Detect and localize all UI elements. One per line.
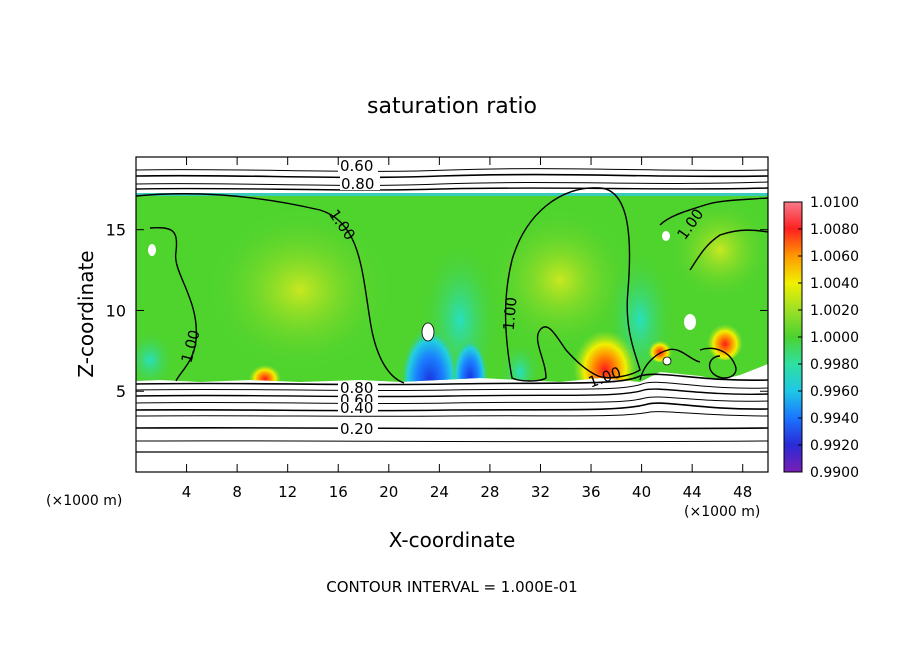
- x-tick-label-4: 4: [182, 483, 192, 501]
- x-tick-label-32: 32: [531, 483, 550, 501]
- contour-label-0.80-upper: 0.80: [341, 175, 374, 193]
- colorbar-label-6: 1.0020: [810, 303, 859, 319]
- plot-frame: [135, 156, 769, 473]
- colorbar-label-7: 1.0040: [810, 276, 859, 292]
- colorbar-label-8: 1.0060: [810, 249, 859, 265]
- contour-label-1.00-c: 1.00: [500, 296, 521, 331]
- contour-interval-footer: CONTOUR INTERVAL = 1.000E-01: [326, 578, 577, 596]
- colorbar-label-5: 1.0000: [810, 330, 859, 346]
- colorbar-label-1: 0.9920: [810, 438, 859, 454]
- x-tick-label-16: 16: [329, 483, 348, 501]
- x-tick-label-20: 20: [379, 483, 398, 501]
- y-tick-label-5: 5: [116, 382, 126, 401]
- colorbar: 0.9900 0.9920 0.9940 0.9960 0.9980 1.0000 1.00…: [783, 195, 859, 481]
- x-tick-label-28: 28: [480, 483, 499, 501]
- x-tick-label-44: 44: [683, 483, 702, 501]
- x-unit-label: (×1000 m): [684, 504, 760, 520]
- plot-area: 0.60 0.80 1.00 1.00 1.00 1.00 1.00 0.80 …: [136, 157, 768, 472]
- z-unit-label: (×1000 m): [46, 493, 122, 509]
- chart-title: saturation ratio: [367, 94, 537, 119]
- y-tick-label-15: 15: [106, 221, 126, 240]
- unity-contours: [136, 187, 768, 384]
- x-axis-label: X-coordinate: [389, 528, 516, 552]
- contour-label-0.60-upper: 0.60: [340, 157, 373, 175]
- lower-contours: [136, 373, 768, 453]
- x-tick-label-24: 24: [430, 483, 449, 501]
- contour-label-0.40-lower: 0.40: [340, 399, 373, 417]
- colorbar-label-10: 1.0100: [810, 195, 859, 211]
- x-axis: 4 8 12 16 20 24 28 32 36 40 44 48: [182, 157, 752, 501]
- upper-contours: [136, 168, 768, 191]
- contour-label-0.20-lower: 0.20: [340, 420, 373, 438]
- cloud-field: [136, 193, 768, 382]
- colorbar-label-3: 0.9960: [810, 384, 859, 400]
- colorbar-label-9: 1.0080: [810, 222, 859, 238]
- colorbar-ticks: 0.9900 0.9920 0.9940 0.9960 0.9980 1.0000 1.00…: [798, 195, 859, 481]
- x-tick-label-48: 48: [733, 483, 752, 501]
- y-tick-label-10: 10: [106, 301, 126, 320]
- x-tick-label-12: 12: [278, 483, 297, 501]
- x-tick-label-40: 40: [632, 483, 651, 501]
- colorbar-label-0: 0.9900: [810, 465, 859, 481]
- contour-label-0.80-lower: 0.80: [340, 379, 373, 397]
- colorbar-label-4: 0.9980: [810, 357, 859, 373]
- colorbar-label-2: 0.9940: [810, 411, 859, 427]
- x-tick-label-36: 36: [581, 483, 600, 501]
- y-axis-label: Z-coordinate: [74, 250, 98, 377]
- y-axis: 5 10 15: [106, 221, 768, 401]
- x-tick-label-8: 8: [232, 483, 242, 501]
